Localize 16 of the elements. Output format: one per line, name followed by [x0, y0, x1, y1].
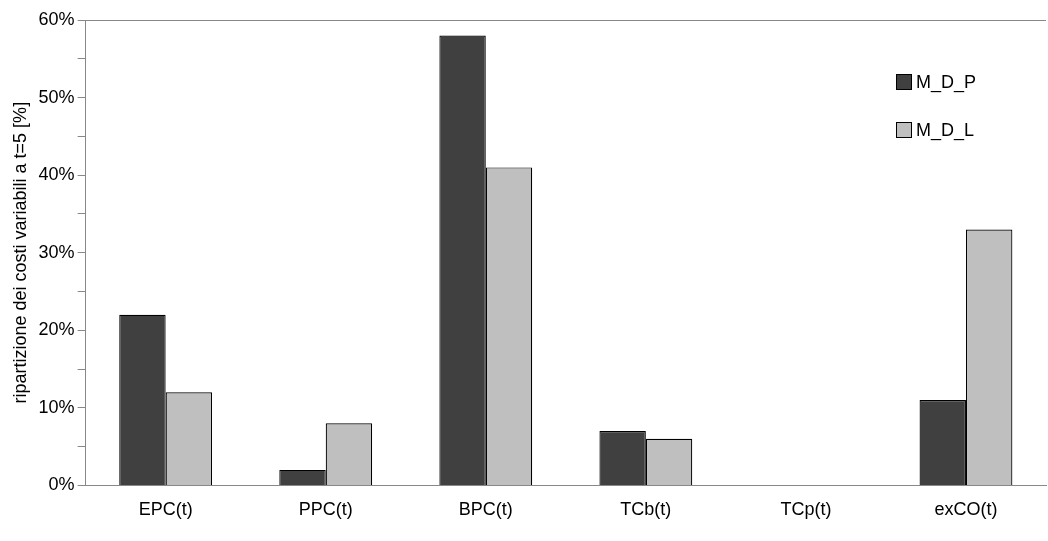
y-tick-label: 60% — [38, 8, 75, 29]
y-tick-label: 20% — [38, 319, 75, 340]
legend-label: M_D_L — [916, 119, 975, 141]
x-tick-label: TCp(t) — [780, 499, 832, 520]
y-tick-label: 0% — [48, 474, 75, 495]
y-axis-title: ripartizione dei costi variabili a t=5 [%] — [9, 101, 30, 404]
x-tick-label: PPC(t) — [298, 499, 353, 520]
y-tick-label: 30% — [38, 241, 75, 262]
x-tick-label: exCO(t) — [934, 499, 998, 520]
legend-label: M_D_P — [916, 71, 977, 93]
y-tick-label: 50% — [38, 86, 75, 107]
y-tick-label: 40% — [38, 164, 75, 185]
y-tick-label: 10% — [38, 396, 75, 417]
x-tick-label: TCb(t) — [620, 499, 672, 520]
x-tick-label: EPC(t) — [138, 499, 193, 520]
x-tick-label: BPC(t) — [458, 499, 513, 520]
